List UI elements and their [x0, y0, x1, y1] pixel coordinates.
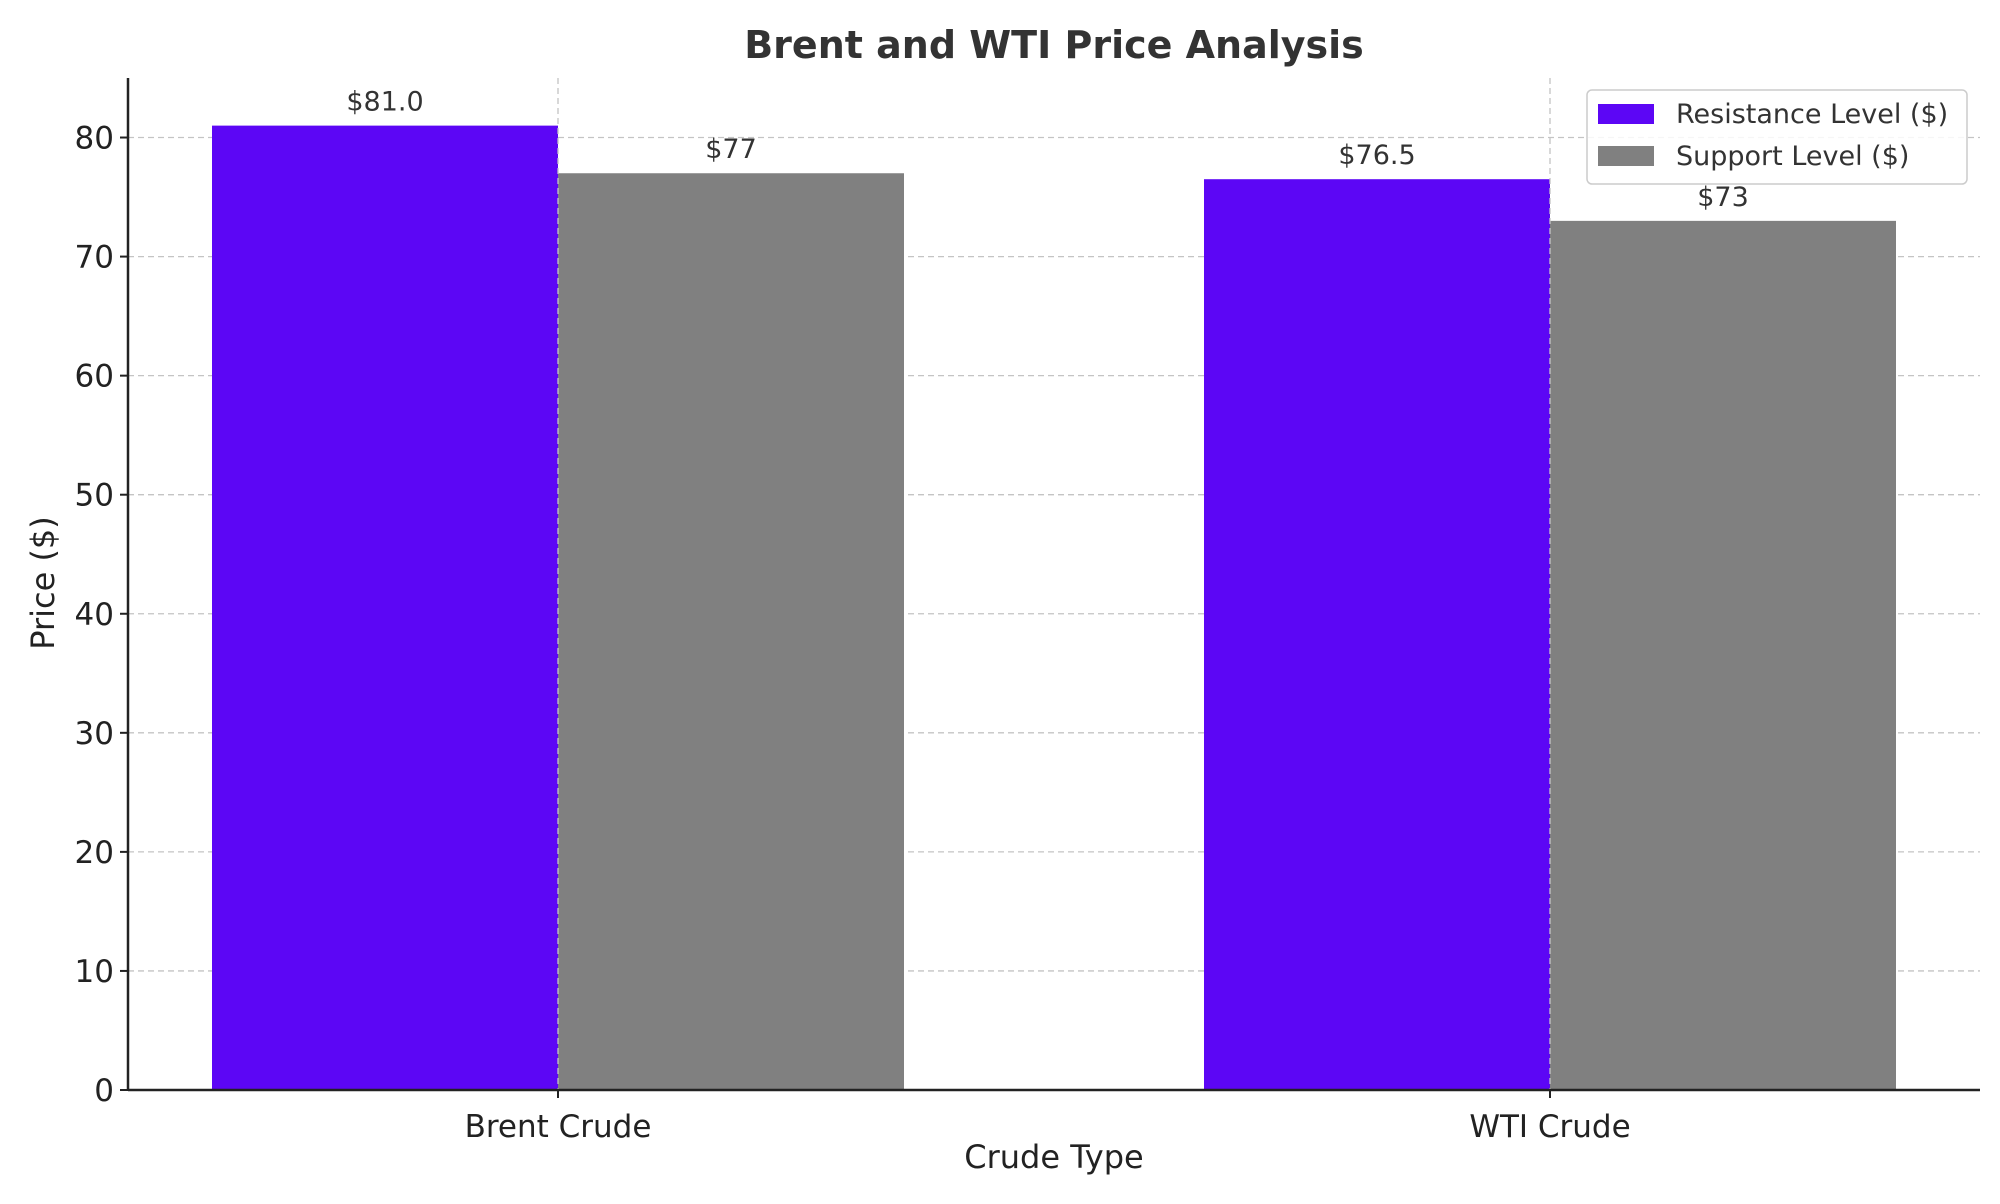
bar-value-label: $77 [705, 134, 757, 165]
y-tick-label: 20 [75, 835, 114, 871]
axis-layer: 0 10 20 30 40 50 60 70 80 Brent Crude WTI Crude [75, 78, 1980, 1145]
bar-value-label: $73 [1697, 182, 1749, 213]
legend: Resistance Level ($) Support Level ($) [1586, 89, 1968, 185]
legend-label-resistance: Resistance Level ($) [1676, 99, 1948, 130]
y-tick-label: 80 [75, 121, 114, 157]
legend-box [1586, 89, 1968, 185]
bar-resistance-0 [212, 125, 558, 1090]
x-tick-label: Brent Crude [465, 1109, 652, 1145]
bar-support-0 [558, 173, 904, 1090]
x-tick-label: WTI Crude [1469, 1109, 1630, 1145]
y-tick-label: 60 [75, 359, 114, 395]
x-axis-label: Crude Type [964, 1138, 1143, 1176]
chart-title: Brent and WTI Price Analysis [744, 23, 1364, 67]
y-tick-label: 30 [75, 716, 114, 752]
bar-layer [212, 78, 1896, 1090]
y-tick-label: 50 [75, 478, 114, 514]
y-tick-label: 10 [75, 954, 114, 990]
legend-swatch-resistance [1598, 104, 1654, 124]
bar-value-label: $81.0 [346, 87, 423, 118]
legend-label-support: Support Level ($) [1676, 141, 1909, 172]
bar-support-1 [1550, 220, 1896, 1090]
y-tick-label: 40 [75, 597, 114, 633]
bar-resistance-1 [1204, 179, 1550, 1090]
y-tick-label: 70 [75, 240, 114, 276]
bar-value-label: $76.5 [1338, 140, 1415, 171]
y-axis-label: Price ($) [24, 516, 62, 650]
data-label-layer: $81.0 $76.5 $77 $73 [346, 87, 1748, 213]
legend-swatch-support [1598, 146, 1654, 166]
y-tick-label: 0 [94, 1073, 114, 1109]
